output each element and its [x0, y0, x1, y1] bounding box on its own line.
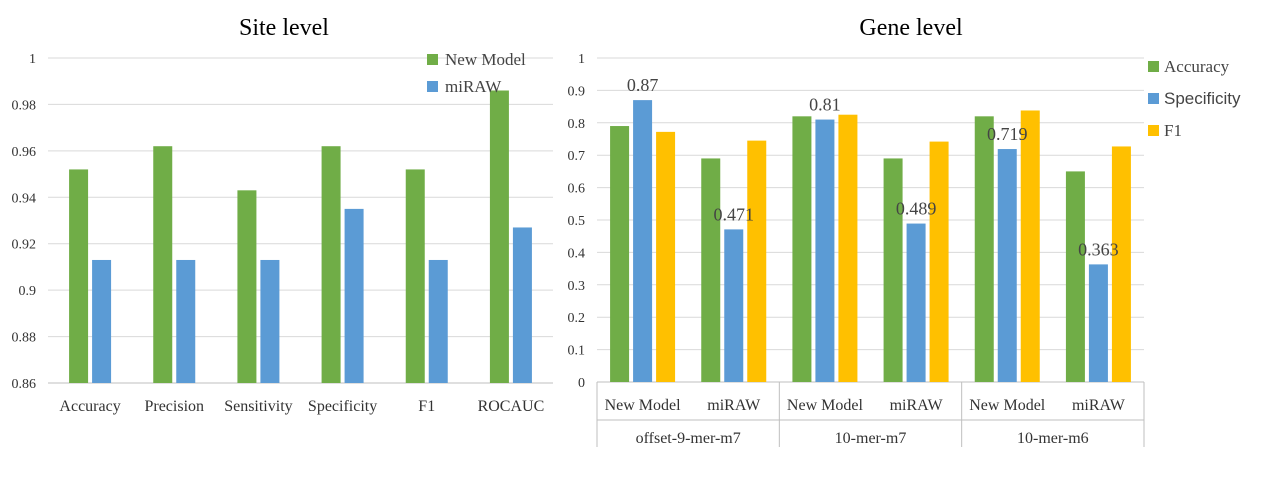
data-label: 0.489 — [896, 199, 937, 219]
bar-new-model — [405, 169, 425, 383]
x-tick-label: F1 — [418, 398, 435, 415]
bar-miraw — [344, 208, 364, 383]
x-tick-label: Specificity — [308, 398, 377, 415]
y-tick-label: 0.96 — [12, 145, 37, 160]
bar-specificity — [1088, 264, 1108, 382]
y-tick-label: 0 — [578, 376, 585, 391]
bar-accuracy — [1065, 171, 1085, 382]
legend-label: Specificity — [1164, 89, 1241, 108]
y-tick-label: 1 — [578, 52, 585, 67]
x-tick-label: New Model — [605, 397, 682, 414]
x-tick-label: Sensitivity — [224, 398, 292, 415]
legend-swatch — [427, 81, 438, 92]
legend-label: Accuracy — [1164, 57, 1230, 76]
y-tick-label: 0.92 — [12, 238, 37, 253]
x-tick-label: New Model — [787, 397, 864, 414]
legend-label: New Model — [445, 50, 526, 69]
x-tick-label: ROCAUC — [478, 398, 545, 415]
legend-label: F1 — [1164, 121, 1182, 140]
bar-f1 — [929, 141, 949, 382]
y-tick-label: 0.9 — [568, 84, 586, 99]
bar-accuracy — [610, 126, 630, 382]
legend-swatch — [427, 54, 438, 65]
bar-f1 — [1020, 110, 1040, 382]
y-tick-label: 0.86 — [12, 377, 37, 392]
data-label: 0.719 — [987, 124, 1028, 144]
data-label: 0.81 — [809, 95, 841, 115]
bar-new-model — [153, 146, 173, 383]
bar-accuracy — [701, 158, 721, 382]
data-label: 0.471 — [714, 204, 755, 224]
bar-new-model — [69, 169, 89, 383]
group-label: 10-mer-m6 — [1017, 430, 1089, 447]
bar-accuracy — [792, 116, 812, 382]
bar-f1 — [747, 140, 767, 382]
bar-accuracy — [974, 116, 994, 382]
bar-specificity — [724, 229, 744, 382]
site-level-title: Site level — [239, 15, 329, 41]
gene-level-chart: 0 0.1 0.2 0.3 0.4 0.5 0.6 0.7 0.8 0.9 1 New Model mi… — [568, 52, 1241, 447]
bar-new-model — [321, 146, 341, 383]
bar-miraw — [428, 259, 448, 383]
x-tick-label: miRAW — [707, 397, 761, 414]
y-tick-label: 0.9 — [19, 284, 37, 299]
bar-f1 — [656, 131, 676, 382]
gene-level-title: Gene level — [859, 15, 963, 41]
x-tick-label: miRAW — [1072, 397, 1126, 414]
bar-f1 — [1111, 146, 1131, 382]
site-level-chart: 0.86 0.88 0.9 0.92 0.94 0.96 0.98 1 Accuracy Prec… — [12, 50, 553, 415]
bar-new-model — [489, 90, 509, 383]
bar-accuracy — [883, 158, 903, 382]
x-tick-label: Precision — [144, 398, 204, 415]
x-tick-label: Accuracy — [59, 398, 120, 415]
y-tick-label: 0.6 — [568, 182, 586, 197]
bar-f1 — [838, 114, 858, 382]
y-tick-label: 0.5 — [568, 214, 586, 229]
y-tick-label: 0.88 — [12, 331, 37, 346]
data-label: 0.363 — [1078, 239, 1119, 259]
group-label: 10-mer-m7 — [835, 430, 907, 447]
legend-swatch — [1148, 61, 1159, 72]
bar-specificity — [997, 149, 1017, 382]
y-tick-label: 1 — [29, 52, 36, 67]
bar-specificity — [906, 223, 926, 382]
y-tick-label: 0.2 — [568, 311, 586, 326]
y-tick-label: 0.7 — [568, 149, 586, 164]
bar-new-model — [237, 190, 257, 383]
y-tick-label: 0.8 — [568, 117, 586, 132]
data-label: 0.87 — [627, 75, 659, 95]
bar-miraw — [260, 259, 280, 383]
y-tick-label: 0.3 — [568, 279, 586, 294]
legend-label: miRAW — [445, 77, 502, 96]
legend-swatch — [1148, 125, 1159, 136]
y-tick-label: 0.4 — [568, 246, 586, 261]
bar-specificity — [633, 100, 653, 383]
y-tick-label: 0.94 — [12, 191, 37, 206]
x-tick-label: New Model — [969, 397, 1046, 414]
y-tick-label: 0.98 — [12, 98, 37, 113]
legend-swatch — [1148, 93, 1159, 104]
group-label: offset-9-mer-m7 — [636, 430, 741, 447]
x-tick-label: miRAW — [890, 397, 944, 414]
bar-miraw — [92, 259, 112, 383]
bar-miraw — [512, 227, 532, 383]
bar-miraw — [176, 259, 196, 383]
y-tick-label: 0.1 — [568, 344, 586, 359]
bar-specificity — [815, 119, 835, 382]
